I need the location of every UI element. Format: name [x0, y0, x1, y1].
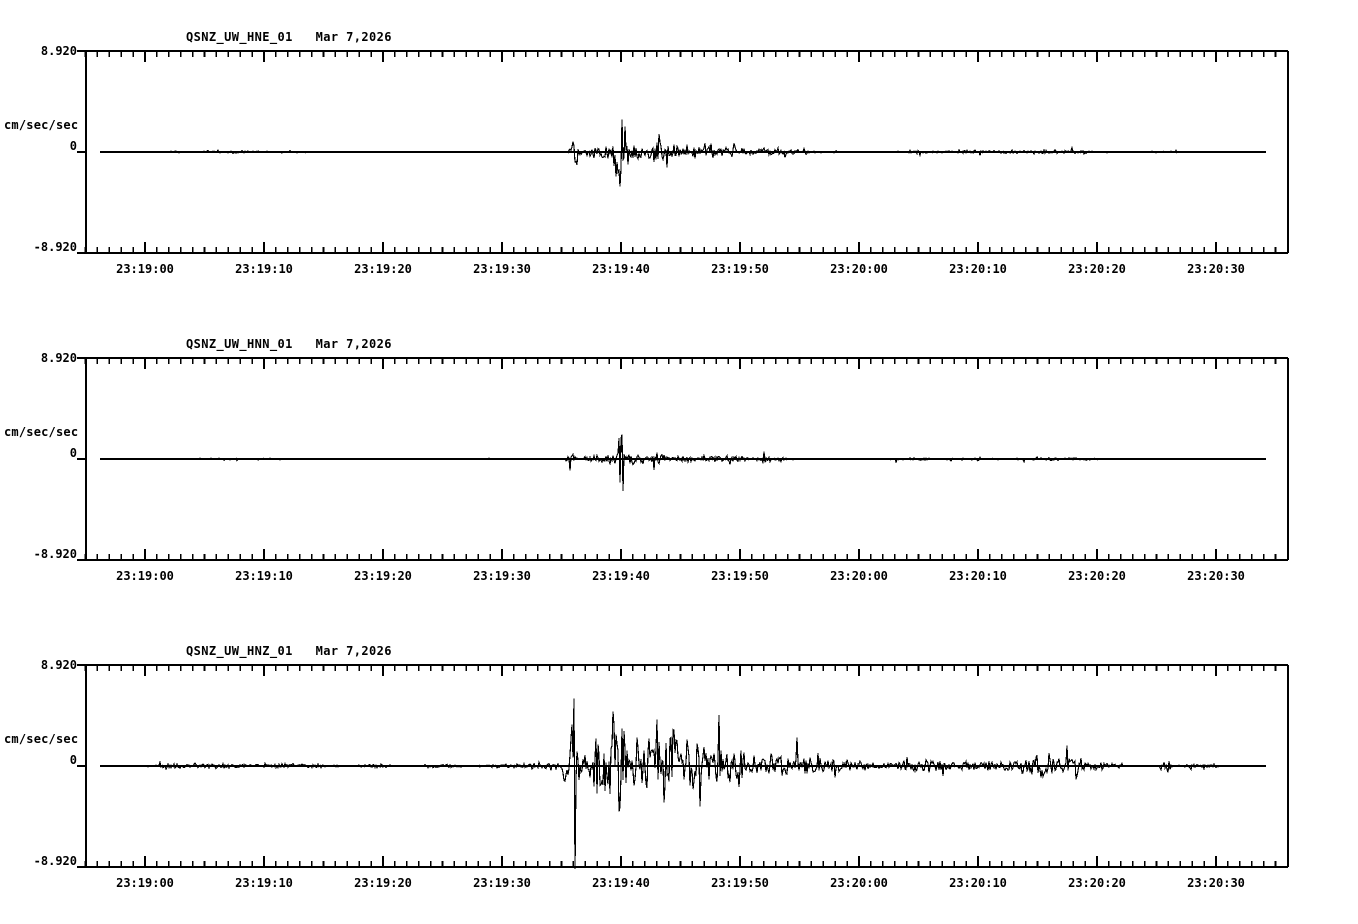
x-tick-label: 23:19:10	[235, 569, 293, 583]
y-tick-label-zero: 0	[69, 139, 77, 153]
y-tick-label-min: -8.920	[33, 240, 77, 254]
x-tick-label: 23:19:00	[116, 262, 174, 276]
x-tick-label: 23:20:00	[830, 876, 888, 890]
panel-title: QSNZ_UW_HNN_01 Mar 7,2026	[186, 337, 392, 351]
y-axis-unit-label: cm/sec/sec	[4, 425, 79, 439]
y-tick-label-zero: 0	[69, 753, 77, 767]
waveform-plot	[77, 357, 1289, 561]
x-tick-label: 23:19:50	[711, 569, 769, 583]
x-tick-label: 23:20:00	[830, 569, 888, 583]
y-tick-label-max: 8.920	[40, 351, 77, 365]
x-tick-label: 23:20:20	[1068, 876, 1126, 890]
x-tick-label: 23:20:20	[1068, 569, 1126, 583]
x-tick-label: 23:19:20	[354, 262, 412, 276]
x-tick-label: 23:19:00	[116, 569, 174, 583]
x-tick-label: 23:20:30	[1187, 569, 1245, 583]
x-tick-label: 23:20:10	[949, 876, 1007, 890]
x-tick-label: 23:19:40	[592, 569, 650, 583]
waveform-plot	[77, 50, 1289, 254]
x-tick-label: 23:20:30	[1187, 262, 1245, 276]
y-tick-label-zero: 0	[69, 446, 77, 460]
x-tick-label: 23:19:40	[592, 262, 650, 276]
x-tick-label: 23:19:50	[711, 262, 769, 276]
seismogram-panel: QSNZ_UW_HNE_01 Mar 7,2026 cm/sec/sec 8.9…	[0, 0, 1358, 308]
y-tick-label-max: 8.920	[40, 658, 77, 672]
y-tick-label-min: -8.920	[33, 854, 77, 868]
x-tick-label: 23:19:30	[473, 876, 531, 890]
x-tick-label: 23:19:00	[116, 876, 174, 890]
y-axis-unit-label: cm/sec/sec	[4, 118, 79, 132]
waveform-plot	[77, 664, 1289, 869]
x-tick-label: 23:20:00	[830, 262, 888, 276]
y-tick-label-min: -8.920	[33, 547, 77, 561]
x-tick-label: 23:20:10	[949, 569, 1007, 583]
x-tick-label: 23:19:20	[354, 569, 412, 583]
x-tick-label: 23:19:30	[473, 262, 531, 276]
x-tick-label: 23:19:10	[235, 262, 293, 276]
y-tick-label-max: 8.920	[40, 44, 77, 58]
x-tick-label: 23:20:30	[1187, 876, 1245, 890]
panel-title: QSNZ_UW_HNE_01 Mar 7,2026	[186, 30, 392, 44]
seismogram-panel: QSNZ_UW_HNZ_01 Mar 7,2026 cm/sec/sec 8.9…	[0, 614, 1358, 922]
x-tick-label: 23:19:20	[354, 876, 412, 890]
seismogram-panel: QSNZ_UW_HNN_01 Mar 7,2026 cm/sec/sec 8.9…	[0, 307, 1358, 615]
panel-title: QSNZ_UW_HNZ_01 Mar 7,2026	[186, 644, 392, 658]
x-tick-label: 23:19:50	[711, 876, 769, 890]
x-tick-label: 23:19:30	[473, 569, 531, 583]
x-tick-label: 23:20:10	[949, 262, 1007, 276]
x-tick-label: 23:19:40	[592, 876, 650, 890]
x-tick-label: 23:20:20	[1068, 262, 1126, 276]
x-tick-label: 23:19:10	[235, 876, 293, 890]
y-axis-unit-label: cm/sec/sec	[4, 732, 79, 746]
